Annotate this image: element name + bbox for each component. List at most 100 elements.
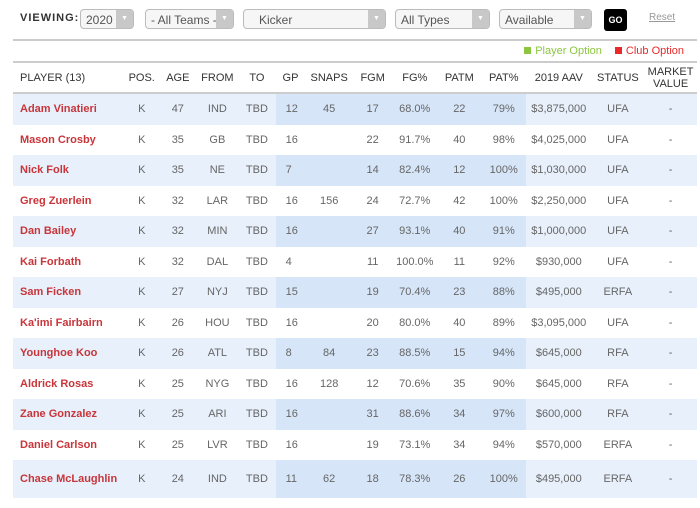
reset-link[interactable]: Reset [649,12,676,23]
player-name-link[interactable]: Chase McLaughlin [20,473,118,485]
cell-from: MIN [207,225,228,238]
cell-gp: 16 [285,377,298,390]
cell-fg-pct: 91.7% [399,133,431,146]
player-name-link[interactable]: Nick Folk [20,164,69,177]
player-name-link[interactable]: Kai Forbath [20,255,82,268]
cell-age: 25 [171,438,184,451]
cell-gp: 4 [285,255,292,268]
chevron-down-icon: ▼ [472,10,489,28]
cell-market-value: - [668,255,673,268]
cell-patm: 40 [437,216,482,247]
cell-aav: $3,095,000 [531,316,587,329]
cell-gp: 11 [275,460,306,498]
cell-pos: K [138,438,146,451]
player-name-link[interactable]: Sam Ficken [20,286,82,299]
player-name-link[interactable]: Adam Vinatieri [20,103,97,116]
cell-patm: 23 [437,277,482,308]
cell-fgm: 20 [366,316,379,329]
team-value: - All Teams - [151,13,217,27]
player-name-link[interactable]: Mason Crosby [20,133,96,146]
cell-pos: K [138,347,146,360]
cell-fgm: 18 [352,460,393,498]
cell-market-value: - [668,347,673,360]
cell-market-value: - [668,408,673,421]
column-header-gp[interactable]: GP [282,71,299,84]
cell-pat-pct: 100% [481,460,526,498]
column-header-pos[interactable]: POS. [128,71,155,84]
cell-fg-pct: 72.7% [399,194,431,207]
cell-from: GB [209,133,226,146]
player-name-link[interactable]: Aldrick Rosas [20,377,94,390]
go-button[interactable]: GO [604,9,627,31]
cell-fgm: 22 [366,133,379,146]
column-header-fg-pct[interactable]: FG% [402,71,428,84]
cell-to: TBD [245,255,268,268]
cell-fg-pct: 73.1% [399,438,431,451]
cell-fgm: 11 [366,255,379,268]
column-header-to[interactable]: TO [249,71,265,84]
year-select[interactable]: 2020 ▼ [80,9,134,29]
cell-fg-pct: 78.3% [392,460,438,498]
team-select[interactable]: - All Teams - ▼ [145,9,234,29]
table-row: Greg Zuerlein K 32 LAR TBD 16 156 24 72.7% 42 100%… [13,186,697,217]
cell-age: 35 [171,133,184,146]
cell-gp: 16 [285,316,298,329]
cell-patm: 22 [437,93,482,125]
cell-age: 47 [171,103,184,116]
cell-to: TBD [245,225,268,238]
cell-pat-pct: 92% [492,255,515,268]
cell-fg-pct: 70.4% [392,277,438,308]
cell-aav: $645,000 [535,377,582,390]
player-name-link[interactable]: Dan Bailey [20,225,77,238]
cell-pat-pct: 98% [492,133,515,146]
cell-age: 26 [171,347,184,360]
table-row: Dan Bailey K 32 MIN TBD 16 27 93.1% 40 91% $1,000,… [13,216,697,247]
cell-fgm: 27 [352,216,393,247]
type-select[interactable]: All Types ▼ [395,9,490,29]
table-row: Aldrick Rosas K 25 NYG TBD 16 128 12 70.6% 35 90% $… [13,369,697,400]
player-name-link[interactable]: Ka'imi Fairbairn [20,316,103,329]
cell-market-value: - [668,438,673,451]
player-name-link[interactable]: Greg Zuerlein [20,194,92,207]
position-select[interactable]: Kicker ▼ [243,9,386,29]
column-header-snaps[interactable]: SNAPS [310,71,348,84]
type-value: All Types [401,13,450,27]
cell-status: UFA [607,316,629,329]
cell-gp: 8 [275,338,306,369]
cell-patm: 40 [453,133,466,146]
player-name-link[interactable]: Daniel Carlson [20,438,98,451]
cell-age: 24 [171,473,184,485]
cell-gp: 16 [275,216,306,247]
column-header-patm[interactable]: PATM [444,71,474,84]
cell-pos: K [138,164,146,177]
cell-patm: 12 [437,155,482,186]
cell-to: TBD [245,103,268,116]
cell-fg-pct: 68.0% [392,93,438,125]
cell-fg-pct: 88.5% [392,338,438,369]
cell-pat-pct: 91% [481,216,526,247]
column-header-market-value[interactable]: MARKET VALUE [647,65,694,90]
cell-to: TBD [245,377,268,390]
cell-fg-pct: 93.1% [392,216,438,247]
player-name-link[interactable]: Zane Gonzalez [20,408,98,421]
cell-to: TBD [245,194,268,207]
availability-select[interactable]: Available ▼ [499,9,592,29]
cell-pos: K [138,408,146,421]
cell-market-value: - [668,225,673,238]
cell-market-value: - [668,133,673,146]
column-header-age[interactable]: AGE [166,71,190,84]
cell-to: TBD [245,164,268,177]
cell-age: 32 [171,255,184,268]
cell-status: UFA [607,103,629,116]
column-header-fgm[interactable]: FGM [360,71,385,84]
column-header-from[interactable]: FROM [201,71,234,84]
column-header-player[interactable]: PLAYER (13) [20,71,86,84]
player-name-link[interactable]: Younghoe Koo [20,347,98,360]
column-header-pat-pct[interactable]: PAT% [488,71,519,84]
cell-age: 25 [171,408,184,421]
table-row: Ka'imi Fairbairn K 26 HOU TBD 16 20 80.0% 40 89% $… [13,308,697,339]
cell-gp: 16 [285,438,298,451]
cell-market-value: - [668,316,673,329]
column-header-aav[interactable]: 2019 AAV [534,71,583,84]
column-header-status[interactable]: STATUS [596,71,639,84]
